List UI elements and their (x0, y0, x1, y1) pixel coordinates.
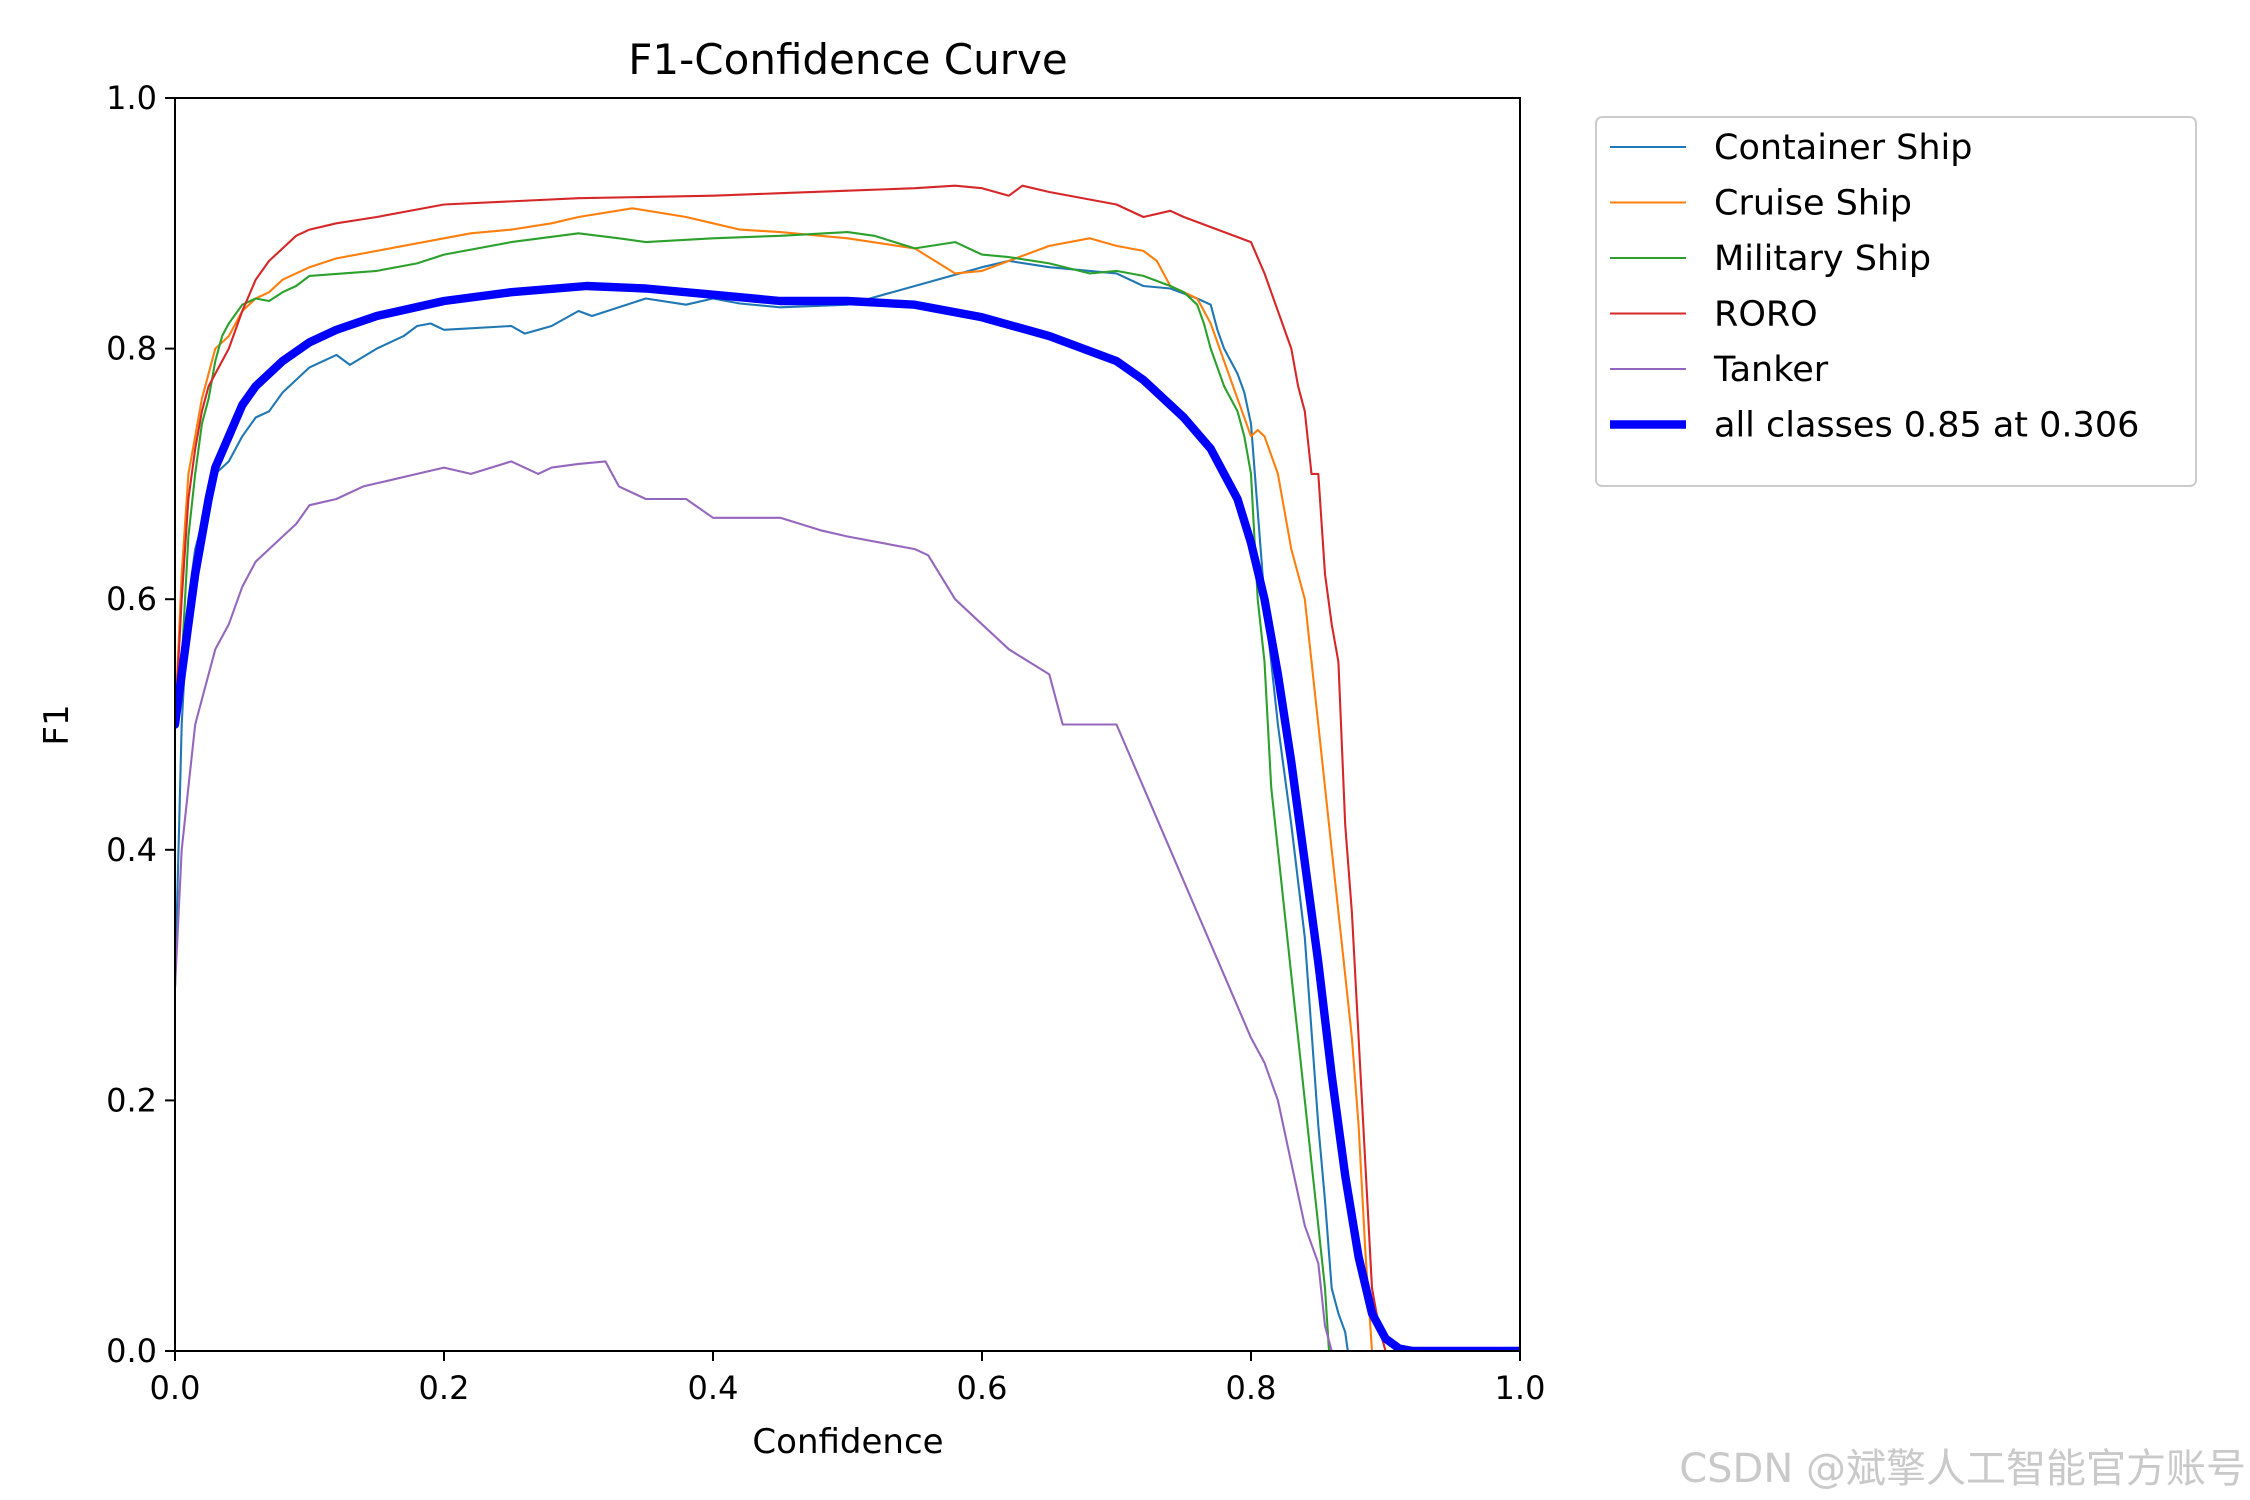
legend-label: RORO (1714, 295, 1818, 335)
watermark: CSDN @斌擎人工智能官方账号 (1679, 1446, 2246, 1492)
legend-label: Cruise Ship (1714, 184, 1912, 224)
x-axis-label: Confidence (752, 1422, 943, 1462)
x-tick-label: 0.2 (419, 1369, 470, 1407)
legend-label: Container Ship (1714, 128, 1973, 168)
x-tick-label: 1.0 (1495, 1369, 1546, 1407)
series-line-2 (175, 231, 1520, 1351)
y-tick-label: 0.4 (106, 831, 157, 869)
series-layer (175, 184, 1520, 1351)
legend-label: Military Ship (1714, 239, 1931, 279)
legend-label: all classes 0.85 at 0.306 (1714, 406, 2139, 446)
y-axis-label: F1 (37, 704, 77, 745)
y-tick-label: 1.0 (106, 79, 157, 117)
series-line-3 (175, 184, 1520, 1351)
y-tick-label: 0.8 (106, 330, 157, 368)
y-tick-label: 0.0 (106, 1332, 157, 1370)
chart-title: F1-Confidence Curve (628, 35, 1067, 84)
series-line-4 (175, 460, 1520, 1351)
series-line-5 (175, 281, 1520, 1351)
series-line-0 (175, 259, 1520, 1351)
legend-label: Tanker (1713, 350, 1829, 390)
x-tick-label: 0.0 (150, 1369, 201, 1407)
x-tick-label: 0.4 (688, 1369, 739, 1407)
x-tick-label: 0.8 (1226, 1369, 1277, 1407)
plot-frame (174, 97, 1521, 1352)
axis-ticks: 0.0 0.2 0.4 0.6 0.8 1.0 0.0 0.2 0.4 0.6 0.8 1.0 (106, 79, 1545, 1407)
legend-box (1595, 116, 2197, 487)
legend: Container Ship Cruise Ship Military Ship RO… (1595, 116, 2197, 487)
y-tick-label: 0.6 (106, 580, 157, 618)
y-tick-label: 0.2 (106, 1081, 157, 1119)
series-line-1 (175, 207, 1520, 1351)
x-tick-label: 0.6 (957, 1369, 1008, 1407)
